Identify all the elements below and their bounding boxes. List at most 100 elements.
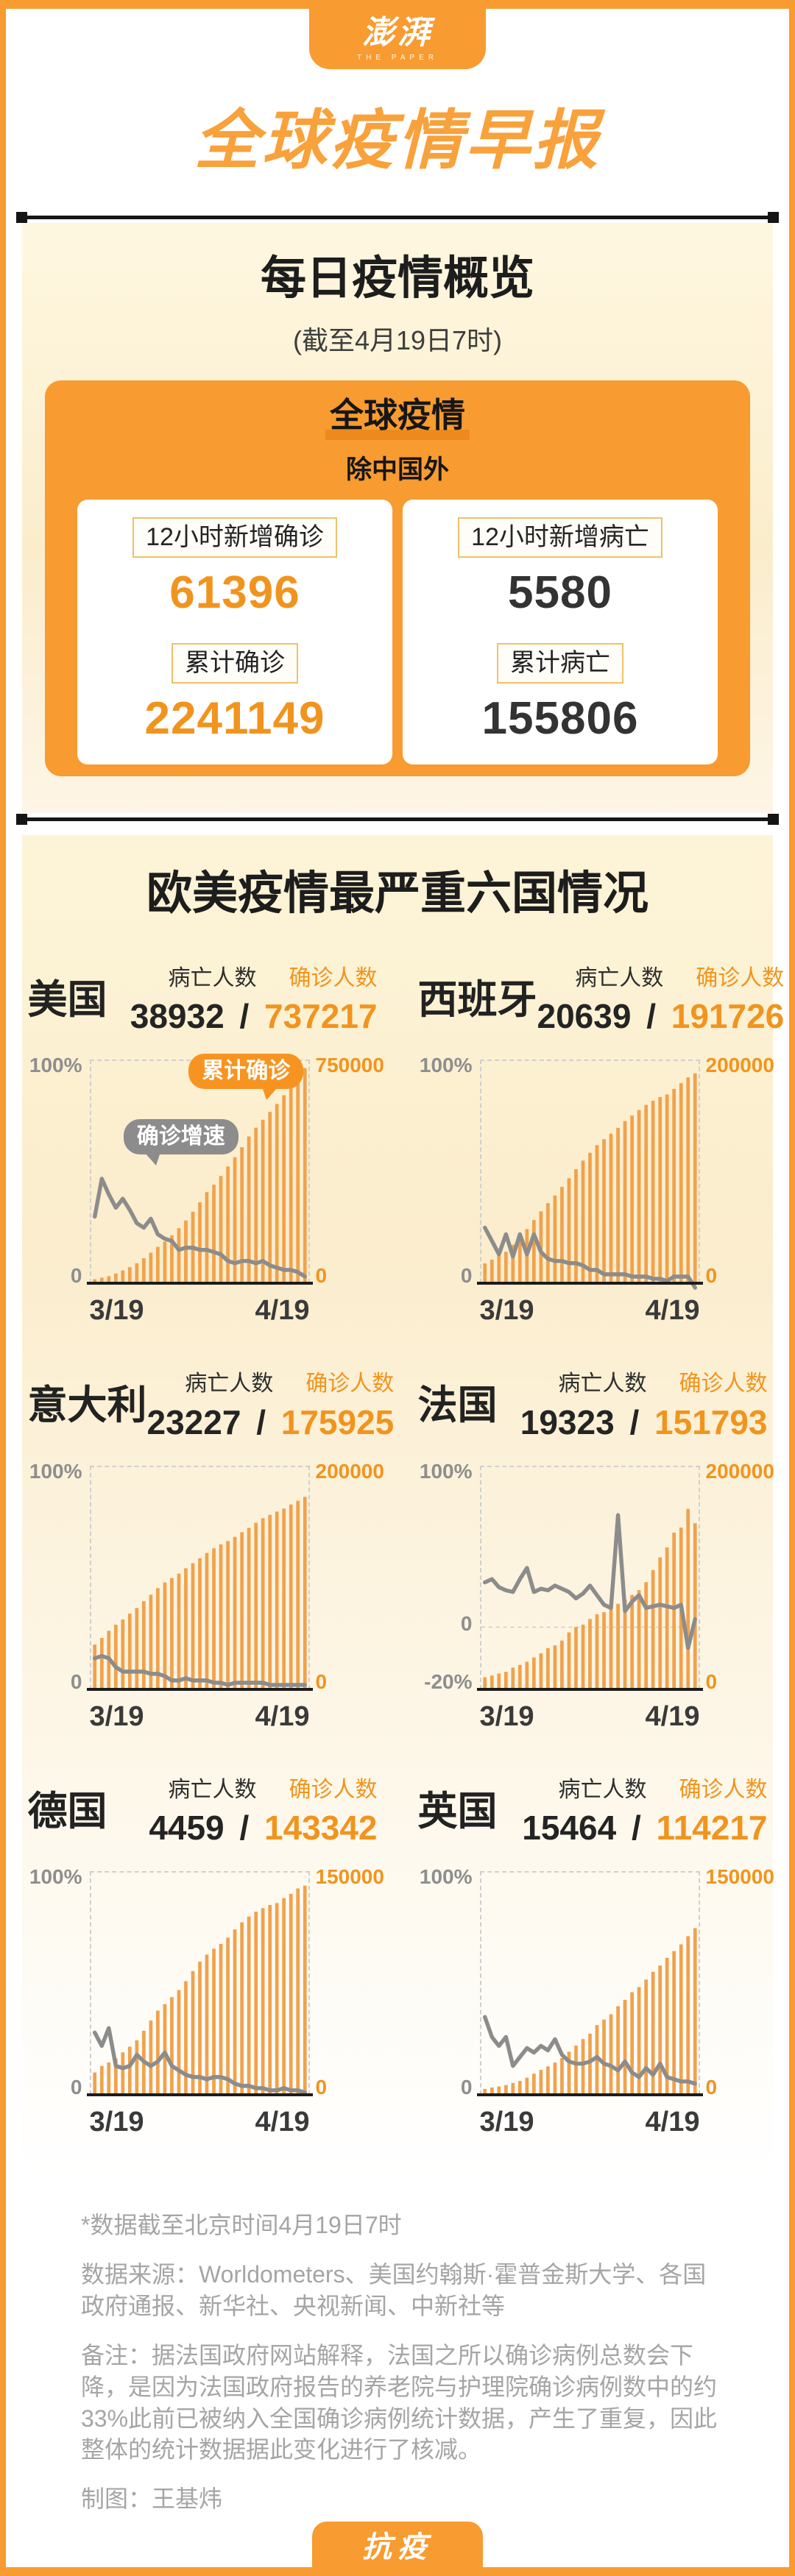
- divider-endcap-left: [16, 212, 27, 224]
- six-countries-section: 欧美疫情最严重六国情况 美国 病亡人数 确诊人数 38932 / 737217 …: [22, 835, 785, 2178]
- right-axis-zero-label: 0: [315, 1670, 328, 1693]
- stat-label-total-deaths: 累计病亡: [497, 643, 623, 684]
- left-axis-max-label: 100%: [419, 1459, 473, 1483]
- value-separator: /: [239, 997, 250, 1036]
- x-axis-start-label: 3/19: [479, 2107, 534, 2138]
- chart-body: 100% 0 150000 0 3/19 4/19: [28, 1865, 384, 2138]
- footnote-data-cutoff: *数据截至北京时间4月19日7时: [81, 2212, 402, 2239]
- divider-endcap-right: [768, 212, 779, 224]
- country-chart-card: 德国 病亡人数 确诊人数 4459 / 143342 100% 0 150000…: [27, 1776, 384, 2138]
- country-figures: 病亡人数 确诊人数 19323 / 151793: [520, 1370, 768, 1442]
- x-axis-start-label: 3/19: [89, 2107, 144, 2138]
- overview-subtitle: (截至4月19日7时): [292, 325, 503, 356]
- footnote-france-note: 备注：据法国政府网站解释，法国之所以确诊病例总数会下降，是因为法国政府报告的养老…: [81, 2341, 718, 2463]
- x-axis-end-label: 4/19: [645, 1700, 700, 1732]
- death-stats-column: 12小时新增病亡 5580 累计病亡 155806: [403, 500, 718, 765]
- value-separator: /: [239, 1809, 250, 1848]
- figure-values: 19323 / 151793: [520, 1402, 768, 1442]
- global-card-subtitle: 除中国外: [345, 455, 449, 485]
- bottom-badge-label: 抗疫: [362, 2531, 433, 2563]
- figure-values: 4459 / 143342: [149, 1808, 377, 1848]
- figure-labels: 病亡人数 确诊人数: [537, 965, 784, 993]
- death-count-label: 病亡人数: [575, 965, 664, 990]
- figure-values: 15464 / 114217: [522, 1808, 767, 1848]
- bar-line-chart: [92, 1497, 307, 1689]
- brand-logo-tab: 澎湃 THE PAPER: [309, 9, 486, 69]
- global-card-title: 全球疫情: [325, 395, 470, 441]
- country-name: 法国: [417, 1383, 498, 1428]
- country-chart-card: 英国 病亡人数 确诊人数 15464 / 114217 100% 0 15000…: [418, 1776, 774, 2138]
- cumulative-confirmed-callout: 累计确诊: [188, 1054, 304, 1101]
- country-chart-card: 法国 病亡人数 确诊人数 19323 / 151793 100% 0 -20% …: [417, 1370, 774, 1732]
- country-figures: 病亡人数 确诊人数 15464 / 114217: [522, 1776, 767, 1848]
- figure-values: 20639 / 191726: [537, 996, 785, 1036]
- right-axis-max-label: 200000: [315, 1459, 384, 1483]
- stat-label-new-deaths: 12小时新增病亡: [458, 517, 662, 558]
- confirmed-count-value: 737217: [264, 997, 378, 1036]
- stat-label-total-confirmed: 累计确诊: [172, 643, 298, 684]
- left-axis-zero-label: 0: [70, 1670, 82, 1693]
- left-axis-zero-label: 0: [460, 1264, 473, 1288]
- daily-overview-section: 每日疫情概览 (截至4月19日7时) 全球疫情 除中国外 12小时新增确诊 61…: [22, 223, 773, 814]
- footnote-data-sources: 数据来源：Worldometers、美国约翰斯·霍普金斯大学、各国政府通报、新华…: [81, 2261, 707, 2319]
- right-axis-max-label: 200000: [705, 1054, 774, 1077]
- left-axis-max-label: 100%: [419, 1865, 473, 1889]
- right-axis-zero-label: 0: [705, 1670, 718, 1693]
- brand-logo: 澎湃: [362, 14, 433, 51]
- right-axis-max-label: 750000: [315, 1054, 384, 1077]
- growth-rate-callout: 确诊增速: [123, 1118, 239, 1165]
- x-axis-end-label: 4/19: [255, 1700, 310, 1732]
- figure-labels: 病亡人数 确诊人数: [147, 1370, 394, 1398]
- stat-value-new-confirmed: 61396: [169, 567, 300, 619]
- bar-line-chart: [482, 1928, 697, 2096]
- confirmed-count-label: 确诊人数: [679, 1372, 768, 1397]
- country-figures: 病亡人数 确诊人数 23227 / 175925: [147, 1370, 395, 1442]
- left-axis-max-label: 100%: [419, 1054, 473, 1077]
- left-axis-max-label: 100%: [29, 1459, 82, 1483]
- bar-line-chart: [482, 1074, 697, 1291]
- plot-area: 累计确诊 确诊增速: [86, 1054, 313, 1285]
- right-axis-zero-label: 0: [315, 1264, 328, 1288]
- figure-values: 38932 / 737217: [130, 996, 378, 1036]
- x-axis-end-label: 4/19: [255, 1295, 310, 1327]
- stat-value-total-confirmed: 2241149: [144, 693, 325, 745]
- confirmed-count-label: 确诊人数: [679, 1777, 768, 1802]
- death-count-value: 19323: [520, 1402, 615, 1441]
- right-axis-max-label: 150000: [705, 1865, 774, 1889]
- bottom-badge-tab: 抗疫: [312, 2522, 483, 2567]
- footnote-credit: 制图：王基炜: [81, 2485, 223, 2513]
- chart-header: 意大利 病亡人数 确诊人数 23227 / 175925: [28, 1370, 395, 1442]
- country-figures: 病亡人数 确诊人数 20639 / 191726: [537, 965, 785, 1037]
- confirmed-count-value: 151793: [654, 1402, 768, 1441]
- country-chart-card: 西班牙 病亡人数 确诊人数 20639 / 191726 100% 0 2000…: [417, 965, 785, 1325]
- six-countries-title: 欧美疫情最严重六国情况: [146, 868, 649, 920]
- confirmed-count-value: 114217: [656, 1809, 768, 1848]
- value-separator: /: [256, 1402, 266, 1441]
- value-separator: /: [629, 1402, 640, 1441]
- section-divider: [16, 813, 779, 826]
- chart-body: 100% 0 150000 0 3/19 4/19: [418, 1865, 774, 2138]
- figure-labels: 病亡人数 确诊人数: [130, 965, 378, 993]
- country-name: 德国: [27, 1789, 107, 1834]
- figure-values: 23227 / 175925: [147, 1402, 395, 1442]
- death-count-value: 38932: [130, 997, 225, 1036]
- chart-body: 100% 0 750000 0 累计确诊 确诊增速 3/19 4/19: [28, 1054, 384, 1327]
- right-axis-zero-label: 0: [315, 2076, 328, 2099]
- country-name: 西班牙: [417, 977, 537, 1022]
- value-separator: /: [631, 1809, 641, 1848]
- chart-header: 西班牙 病亡人数 确诊人数 20639 / 191726: [417, 965, 785, 1037]
- death-count-label: 病亡人数: [558, 1372, 647, 1397]
- plot-area: [476, 1060, 703, 1291]
- overview-title: 每日疫情概览: [260, 253, 534, 305]
- confirmed-count-value: 191726: [671, 997, 785, 1036]
- divider-endcap-left: [16, 814, 27, 826]
- footnotes: *数据截至北京时间4月19日7时 数据来源：Worldometers、美国约翰斯…: [81, 2210, 727, 2515]
- death-count-label: 病亡人数: [168, 1777, 257, 1802]
- left-axis-min-label: -20%: [424, 1670, 473, 1693]
- section-divider: [16, 211, 779, 224]
- divider-line: [21, 817, 774, 822]
- charts-grid: 美国 病亡人数 确诊人数 38932 / 737217 100% 0 75000…: [27, 965, 785, 2138]
- death-count-label: 病亡人数: [185, 1372, 274, 1397]
- left-axis-zero-label: 0: [460, 2076, 473, 2099]
- divider-endcap-right: [768, 814, 779, 826]
